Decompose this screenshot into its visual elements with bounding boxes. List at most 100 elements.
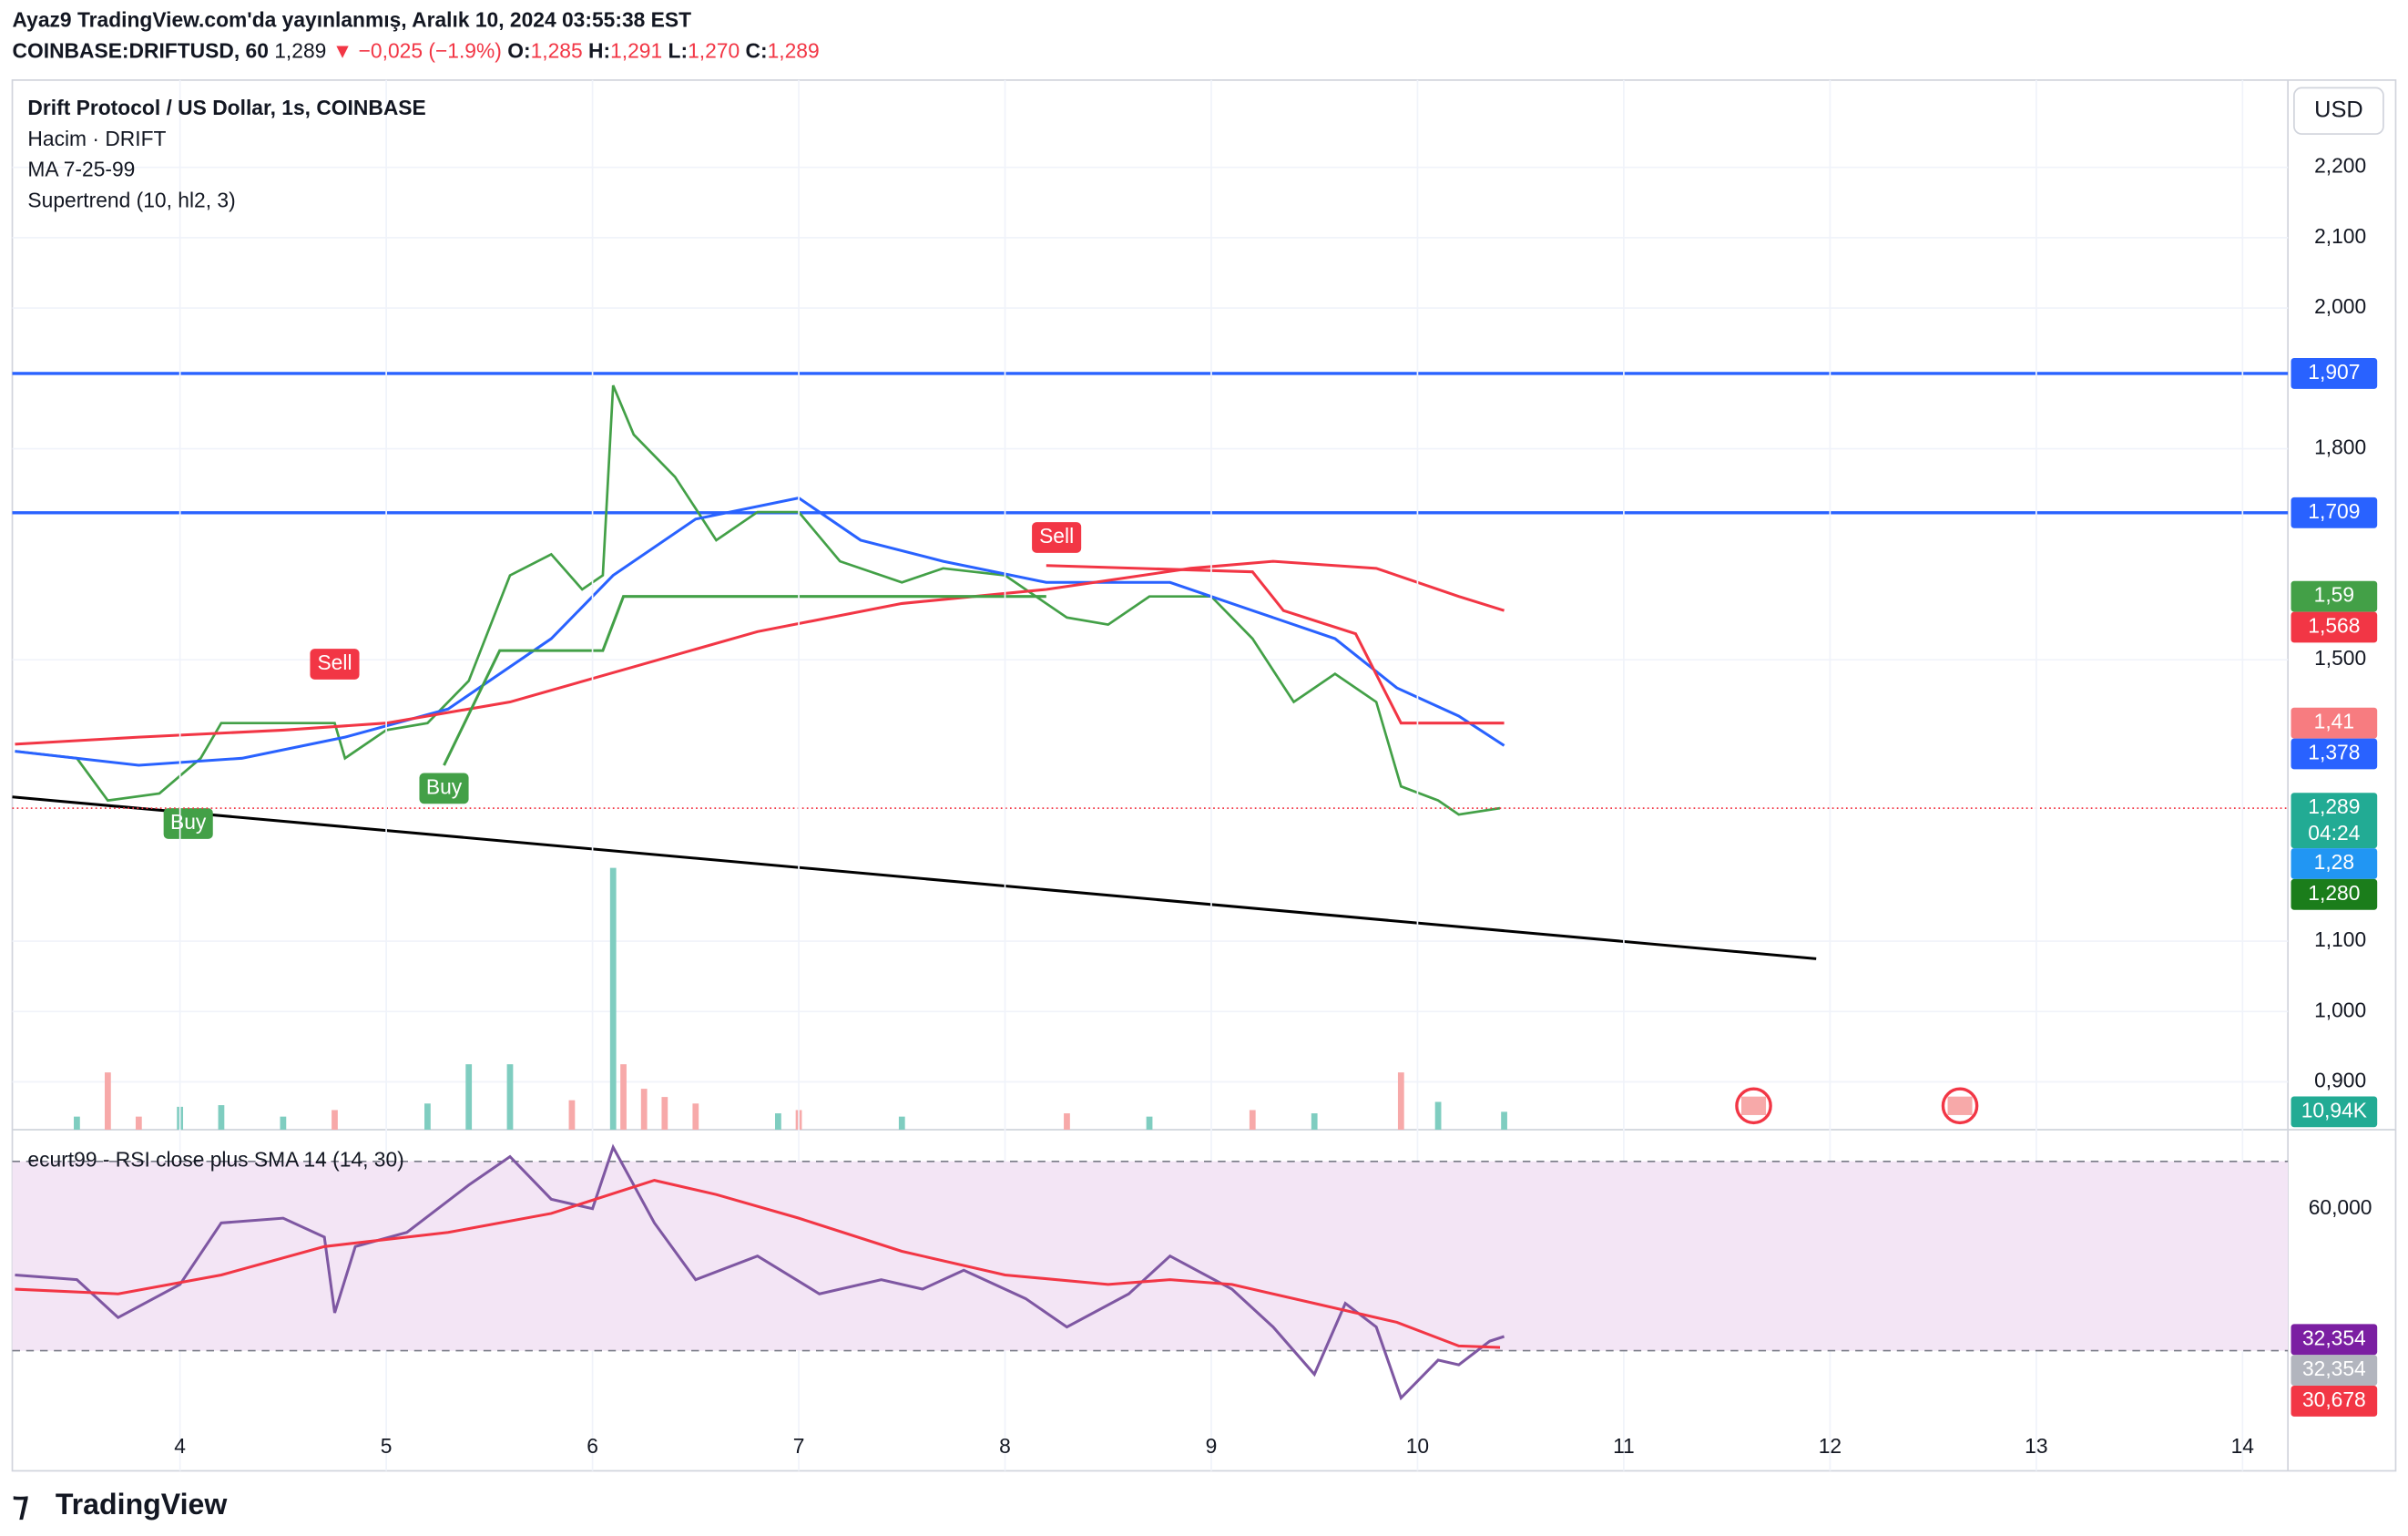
volume-bar <box>568 1100 576 1131</box>
volume-bar <box>135 1116 142 1131</box>
signal-badge <box>1032 522 1082 553</box>
price-tag <box>2291 1324 2378 1356</box>
price-tag <box>2291 1355 2378 1387</box>
change: ▼ −0,025 (−1.9%) <box>332 39 502 63</box>
event-icon[interactable] <box>1735 1087 1772 1125</box>
volume-bar <box>1064 1113 1070 1131</box>
signal-badge <box>419 773 469 804</box>
price-tag <box>2291 1096 2378 1128</box>
frame <box>11 79 2397 1472</box>
volume-bar <box>620 1064 627 1131</box>
event-icon[interactable] <box>1941 1087 1979 1125</box>
x-tick-label: 12 <box>1819 1434 1842 1458</box>
publisher: Ayaz9 TradingView.com'da yayınlanmış, Ar… <box>13 8 692 32</box>
l-label: L: <box>668 39 689 63</box>
price-tag <box>2291 848 2378 879</box>
y-tick-label: 1,100 <box>2314 927 2366 951</box>
h-label: H: <box>588 39 610 63</box>
pane <box>12 1143 2289 1401</box>
plot: Sell Sell Buy Buy 2,200 2,100 2,000 1,800 1,500 1… <box>12 79 2378 1471</box>
price-tag-label: 1,907 <box>2308 360 2360 384</box>
price-tag <box>2291 793 2378 849</box>
signal-label: Sell <box>1039 524 1074 548</box>
volume-bar <box>1249 1110 1256 1131</box>
y-tick-label: 2,200 <box>2314 154 2366 178</box>
pane: Sell Sell Buy Buy <box>12 166 2289 1131</box>
series-line <box>15 384 1501 816</box>
volume-bar <box>104 1072 111 1131</box>
volume-bar <box>74 1116 80 1131</box>
price-tag-label: 1,41 <box>2314 710 2354 733</box>
c: 1,289 <box>768 39 820 63</box>
volume-bar <box>332 1110 338 1131</box>
o: 1,285 <box>531 39 583 63</box>
signal-badge <box>163 808 213 839</box>
volume-bar <box>609 867 617 1131</box>
y-tick-label: 0,900 <box>2314 1069 2366 1092</box>
legend-title: Drift Protocol / US Dollar, 1s, COINBASE <box>27 96 425 119</box>
x-tick-label: 10 <box>1406 1434 1429 1458</box>
volume-bar <box>1434 1101 1442 1131</box>
currency[interactable]: USD <box>2314 97 2363 122</box>
x-tick-label: 6 <box>587 1434 598 1458</box>
o-label: O: <box>507 39 530 63</box>
series-line <box>15 559 1505 746</box>
l: 1,270 <box>688 39 740 63</box>
y-tick-label: 2,100 <box>2314 224 2366 248</box>
symbol-line: COINBASE:DRIFTUSD, 60 1,289 ▼ −0,025 (−1… <box>13 39 820 63</box>
legend-item: Supertrend (10, hl2, 3) <box>27 189 235 212</box>
price-tag-time: 04:24 <box>2308 821 2360 845</box>
signal-label: Buy <box>426 774 463 798</box>
x-tick-label: 8 <box>999 1434 1011 1458</box>
price-tag <box>2291 611 2378 643</box>
volume-bar <box>1146 1116 1153 1131</box>
c-label: C: <box>746 39 768 63</box>
signal-label: Sell <box>317 650 352 674</box>
price-tag <box>2291 878 2378 910</box>
price-tag-label: 1,568 <box>2308 614 2360 638</box>
volume-bar <box>775 1113 781 1131</box>
x-tick-label: 13 <box>2025 1434 2047 1458</box>
volume-bar <box>1397 1072 1404 1131</box>
price-tag <box>2291 738 2378 770</box>
volume-bar <box>465 1064 473 1131</box>
signal-label: Buy <box>170 810 207 834</box>
volume-bar <box>661 1097 668 1131</box>
price-tag-label: 1,59 <box>2314 583 2354 607</box>
x-tick-label: 5 <box>381 1434 393 1458</box>
logo: TradingView <box>56 1488 229 1521</box>
legend-item: Hacim · DRIFT <box>27 127 166 150</box>
symbol: COINBASE:DRIFTUSD, 60 <box>13 39 269 63</box>
volume-bar <box>1311 1113 1318 1131</box>
x-tick-label: 9 <box>1206 1434 1218 1458</box>
price-tag <box>2291 1386 2378 1417</box>
price-tag <box>2291 497 2378 528</box>
logo-mark: ⁊ <box>13 1484 30 1522</box>
series-line <box>12 795 1817 960</box>
volume-bar <box>692 1103 699 1131</box>
price-tag-label: 1,289 <box>2308 794 2360 818</box>
price-tag-label: 1,28 <box>2314 850 2354 874</box>
y-tick-label: 60,000 <box>2309 1195 2372 1219</box>
price-tag-label: 1,378 <box>2308 741 2360 764</box>
price-tag <box>2291 707 2378 739</box>
volume-bar <box>218 1105 225 1131</box>
currency-button[interactable] <box>2293 87 2384 135</box>
indicator-title: ecurt99 - RSI close plus SMA 14 (14, 30) <box>27 1148 403 1172</box>
x-tick-label: 14 <box>2231 1434 2255 1458</box>
volume-bar <box>424 1103 431 1131</box>
legend-item: MA 7-25-99 <box>27 158 135 181</box>
x-tick-label: 7 <box>793 1434 805 1458</box>
price-tag <box>2291 580 2378 612</box>
series-line <box>15 1179 1501 1349</box>
h: 1,291 <box>610 39 662 63</box>
price-tag-label: 1,280 <box>2308 881 2360 905</box>
volume-bar <box>640 1089 648 1131</box>
volume-bar <box>280 1116 287 1131</box>
price-tag <box>2291 358 2378 389</box>
y-tick-label: 2,000 <box>2314 294 2366 318</box>
x-tick-label: 4 <box>174 1434 186 1458</box>
price-tag-label: 32,354 <box>2302 1326 2366 1349</box>
